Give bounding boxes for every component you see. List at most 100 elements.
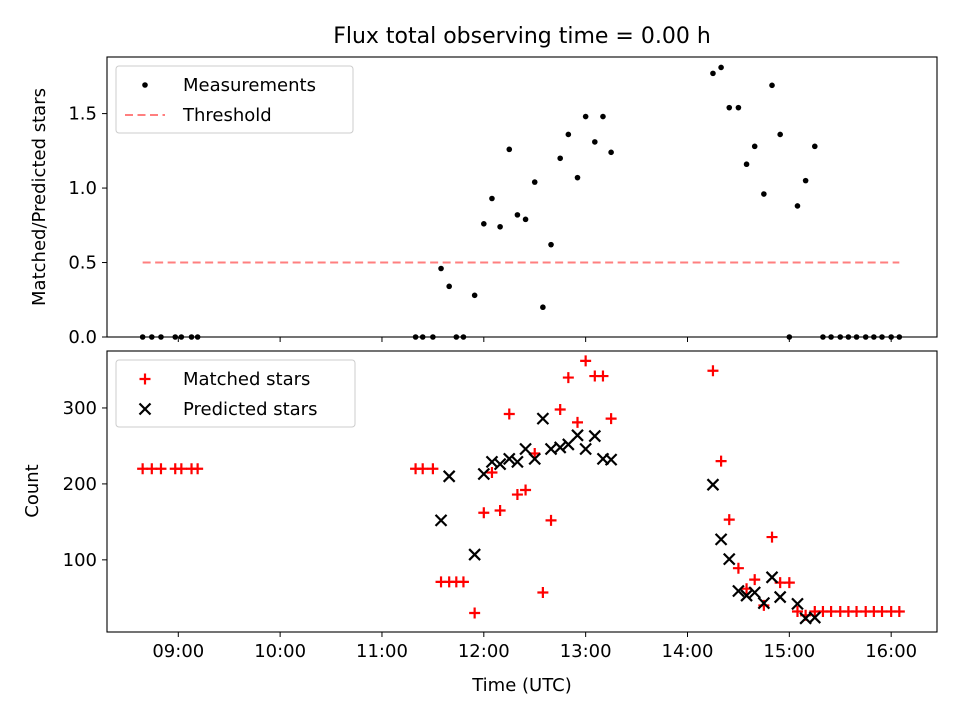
measurement-point [438, 265, 444, 272]
measurement-point [802, 177, 809, 184]
measurement-point [794, 203, 801, 209]
matched-star-point [893, 605, 905, 617]
chart-title: Flux total observing time = 0.00 h [333, 24, 711, 49]
measurement-point [777, 131, 783, 138]
measurement-point [514, 212, 521, 218]
matched-star-point [155, 463, 167, 475]
measurement-point [608, 149, 614, 156]
y-tick-label: 1.0 [68, 178, 97, 199]
matched-star-point [520, 484, 532, 496]
matched-star-point [707, 365, 719, 377]
matched-star-point [554, 403, 566, 415]
legend-swatch [139, 373, 151, 385]
measurement-point [548, 241, 554, 248]
panel-1: 0.0 0.5 1.0 1.5 Matched/Predicted stars Measu… [29, 56, 938, 348]
measurement-point [574, 174, 581, 181]
measurement-point [811, 143, 818, 150]
legend-entry-label: Measurements [183, 75, 316, 96]
measurement-point [471, 292, 478, 299]
predicted-star-point [519, 442, 532, 456]
measurement-point [522, 216, 529, 223]
legend: Measurements Threshold [115, 65, 354, 134]
measurement-point [743, 161, 750, 168]
y-tick-label: 100 [63, 550, 97, 571]
matched-star-point [791, 605, 803, 617]
measurement-point [786, 334, 793, 340]
measurement-point [460, 334, 467, 340]
measurement-point [419, 334, 426, 340]
series-matched-stars [137, 355, 905, 621]
matched-star-point [511, 489, 523, 501]
measurement-point [820, 334, 826, 340]
matched-star-point [766, 531, 778, 543]
matched-star-point [597, 370, 609, 382]
predicted-star-point [536, 412, 550, 425]
predicted-star-point [493, 457, 507, 471]
predicted-star-point [773, 590, 787, 604]
matched-star-point [562, 372, 574, 384]
matched-star-point [572, 416, 584, 428]
matched-star-point [732, 562, 744, 574]
measurement-point [172, 334, 179, 340]
measurement-point [828, 334, 834, 340]
panel-2: 09:00 10:00 11:00 12:00 13:00 14:00 15:00 16:00… [22, 350, 938, 696]
measurement-point [506, 146, 513, 153]
matched-star-point [175, 463, 187, 475]
measurement-point [600, 113, 606, 120]
y-tick-label: 0.0 [68, 327, 97, 348]
legend-frame [115, 65, 354, 134]
x-tick-label: 09:00 [152, 641, 204, 662]
predicted-star-point [740, 589, 753, 602]
measurement-point [726, 104, 733, 111]
legend-entry-label: Threshold [182, 105, 272, 126]
axes-frame [106, 56, 938, 338]
matched-star-point [545, 514, 557, 526]
matched-star-point [783, 577, 795, 589]
matched-star-point [417, 463, 429, 475]
measurement-point [531, 179, 538, 185]
measurement-point [751, 143, 758, 150]
x-tick-label: 11:00 [356, 641, 408, 662]
legend-entry-label: Matched stars [183, 369, 310, 390]
matched-star-point [758, 599, 770, 611]
predicted-star-point [485, 455, 499, 469]
measurement-point [188, 334, 195, 340]
matched-star-point [749, 574, 761, 586]
predicted-star-point [604, 453, 618, 466]
legend-entry-label: Predicted stars [183, 399, 317, 420]
predicted-star-point [468, 548, 481, 561]
measurement-point [896, 334, 903, 340]
y-tick-label: 300 [63, 398, 97, 419]
measurement-point [761, 191, 767, 197]
measurement-point [453, 334, 460, 340]
predicted-star-point [579, 442, 592, 456]
y-axis-label: Matched/Predicted stars [29, 88, 50, 306]
matched-star-point [605, 413, 617, 425]
predicted-star-point [732, 584, 745, 598]
measurement-point [710, 70, 716, 77]
y-axis-label: Count [22, 464, 43, 517]
x-tick-label: 10:00 [254, 641, 306, 662]
matched-star-point [580, 355, 592, 367]
predicted-star-point [571, 429, 584, 442]
matched-star-point [427, 463, 439, 475]
predicted-star-point [808, 611, 822, 624]
measurement-point [565, 131, 572, 138]
measurement-point [592, 139, 598, 145]
y-tick-label: 200 [63, 474, 97, 495]
predicted-star-point [588, 429, 602, 443]
predicted-star-point [502, 452, 516, 466]
measurement-point [853, 334, 860, 340]
measurement-point [871, 334, 877, 340]
matched-star-point [723, 514, 735, 526]
predicted-star-point [511, 455, 524, 469]
measurement-point [540, 304, 546, 311]
legend-frame [115, 359, 356, 428]
predicted-star-point [706, 478, 720, 491]
matched-star-point [486, 467, 498, 479]
predicted-star-point [748, 586, 761, 599]
measurement-point [489, 195, 495, 202]
matched-star-point [494, 504, 506, 516]
